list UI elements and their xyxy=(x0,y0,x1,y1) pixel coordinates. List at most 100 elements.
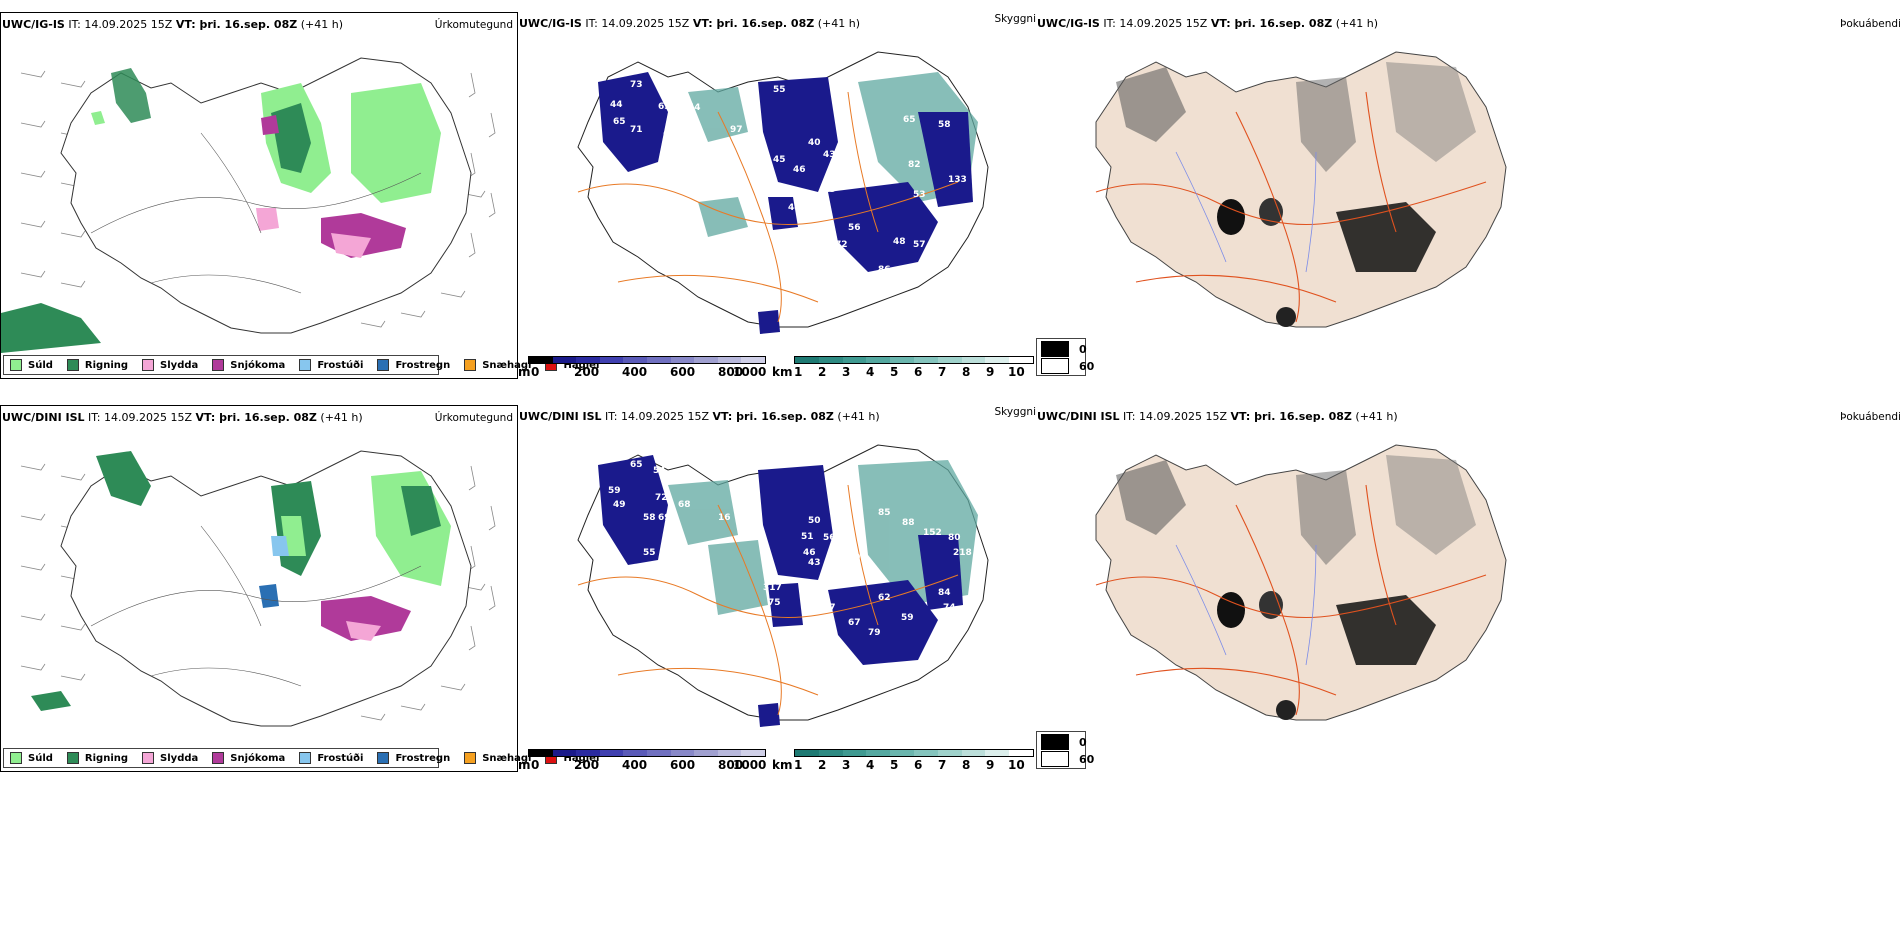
fog-title-top: Þokuábendi xyxy=(1840,18,1900,30)
height-colorbar-bar xyxy=(528,749,766,757)
colorbar-step xyxy=(866,357,891,363)
cloud-height-label: 85 xyxy=(878,508,891,518)
fog-legend-swatch xyxy=(1041,341,1069,357)
visibility-unit: km xyxy=(772,365,793,379)
fog-legend-row: 60 xyxy=(1041,751,1094,767)
precip-panel-top: UWC/IG-IS IT: 14.09.2025 15Z VT: þri. 16… xyxy=(0,12,599,379)
precip-title-top: Úrkomutegund xyxy=(434,19,513,31)
colorbar-step xyxy=(937,750,962,756)
cloud-title-top: Skyggni xyxy=(994,13,1037,25)
cloud-height-label: 79 xyxy=(868,628,881,638)
height-colorbar-bottom: m 0 200 400 600 800 1000 xyxy=(518,749,768,779)
cloud-height-label: 72 xyxy=(835,240,848,250)
colorbar-step xyxy=(795,357,819,363)
precip-panel-bottom: UWC/DINI ISL IT: 14.09.2025 15Z VT: þri.… xyxy=(0,405,599,772)
precip-map-top xyxy=(1,57,496,353)
cloud-height-label: 56 xyxy=(823,533,836,543)
cloud-panel-top: UWC/IG-IS IT: 14.09.2025 15Z VT: þri. 16… xyxy=(518,12,1036,379)
fog-title-bottom: Þokuábendi xyxy=(1840,411,1900,423)
legend-swatch xyxy=(142,752,155,764)
legend-item: Snjókoma xyxy=(212,752,285,764)
cloud-height-label: 56 xyxy=(848,223,861,233)
cloud-height-label: 57 xyxy=(913,240,926,250)
visibility-tick: 8 xyxy=(962,758,971,772)
cloud-height-label: 55 xyxy=(643,548,656,558)
cloud-height-label: 60 xyxy=(663,543,676,553)
cloud-height-label: 44 xyxy=(688,103,701,113)
legend-swatch xyxy=(10,359,22,371)
height-tick: 0 xyxy=(531,758,540,772)
legend-swatch xyxy=(464,752,477,764)
colorbar-step xyxy=(576,357,600,363)
legend-item: Rigning xyxy=(66,752,128,764)
low-cloud-areas xyxy=(598,455,963,727)
cloud-height-label: 80 xyxy=(948,533,961,543)
visibility-tick: 1 xyxy=(794,758,803,772)
cloud-height-label: 152 xyxy=(923,528,942,538)
legend-swatch xyxy=(299,359,312,371)
colorbar-step xyxy=(818,750,843,756)
legend-swatch xyxy=(66,359,79,371)
cloud-height-label: 46 xyxy=(793,165,806,175)
roads xyxy=(1095,484,1487,716)
legend-item: Snæhagl xyxy=(464,752,531,764)
cloud-height-label: 82 xyxy=(908,160,921,170)
colorbar-step xyxy=(961,357,986,363)
cloud-height-label: 67 xyxy=(823,603,836,613)
lead-label: (+41 h) xyxy=(300,18,343,31)
height-tick: 400 xyxy=(622,758,648,772)
visibility-tick: 7 xyxy=(938,365,947,379)
colorbar-step xyxy=(717,750,742,756)
lead-label: (+41 h) xyxy=(817,17,860,30)
height-tick: 1000 xyxy=(733,365,767,379)
height-colorbar-bar xyxy=(528,356,766,364)
cloud-height-label: 44 xyxy=(788,203,801,213)
colorbar-step xyxy=(890,750,914,756)
colorbar-step xyxy=(529,750,553,756)
visibility-tick: 5 xyxy=(890,758,899,772)
visibility-tick: 10 xyxy=(1008,758,1025,772)
colorbar-step xyxy=(552,750,577,756)
colorbar-step xyxy=(529,357,553,363)
cloud-height-label: 58 xyxy=(643,513,656,523)
lead-label: (+41 h) xyxy=(837,410,880,423)
visibility-tick: 9 xyxy=(986,365,995,379)
cloud-height-label: 58 xyxy=(683,155,696,165)
cloud-height-label: 218 xyxy=(953,548,972,558)
issue-label: IT: 14.09.2025 15Z xyxy=(585,17,690,30)
rivers xyxy=(1175,544,1317,666)
legend-item: Frostúði xyxy=(299,359,363,371)
cloud-height-label: 75 xyxy=(768,598,781,608)
legend-item: Súld xyxy=(10,752,53,764)
legend-item: Súld xyxy=(10,359,53,371)
legend-swatch xyxy=(66,752,79,764)
fog-legend-swatch xyxy=(1041,751,1069,767)
cloud-height-label: 53 xyxy=(913,190,926,200)
colorbar-step xyxy=(985,750,1010,756)
colorbar-step xyxy=(694,750,718,756)
height-tick: 200 xyxy=(574,758,600,772)
cloud-height-label: 82 xyxy=(748,223,761,233)
cloud-height-label: 54 xyxy=(653,466,666,476)
cloud-height-label: 63 xyxy=(658,102,671,112)
cloud-height-label: 88 xyxy=(902,518,915,528)
legend-swatch xyxy=(212,359,225,371)
cloud-height-label: 68 xyxy=(668,170,681,180)
visibility-tick: 3 xyxy=(842,758,851,772)
roads xyxy=(90,132,422,294)
colorbar-step xyxy=(866,750,891,756)
legend-swatch xyxy=(299,752,312,764)
legend-item: Slydda xyxy=(142,359,198,371)
visibility-tick: 4 xyxy=(866,758,875,772)
low-cloud-areas xyxy=(598,72,973,334)
height-tick: 1000 xyxy=(733,758,767,772)
colorbar-step xyxy=(890,357,914,363)
cloud-height-label: 16 xyxy=(718,513,731,523)
colorbar-step xyxy=(1009,357,1033,363)
colorbar-step xyxy=(670,750,695,756)
fog-map-bottom xyxy=(1095,444,1507,721)
model-label: UWC/DINI ISL xyxy=(519,410,602,423)
cloud-height-label: 49 xyxy=(613,500,626,510)
cloud-height-label: 74 xyxy=(943,603,956,613)
